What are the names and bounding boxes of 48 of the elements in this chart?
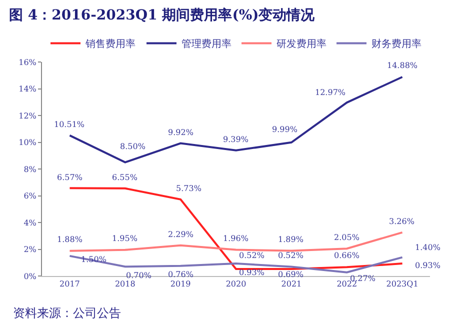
- data-label: 0.52%: [278, 251, 304, 260]
- data-label: 10.51%: [54, 120, 85, 129]
- data-label: 0.66%: [334, 251, 360, 260]
- legend-label: 研发费用率: [276, 38, 326, 50]
- data-label: 0.76%: [168, 270, 194, 279]
- chart-title: 图 4：2016-2023Q1 期间费用率(%)变动情况: [9, 6, 316, 24]
- data-label: 6.57%: [57, 173, 83, 182]
- data-label: 0.93%: [239, 268, 265, 277]
- data-label: 9.92%: [168, 128, 194, 137]
- data-label: 0.69%: [278, 270, 304, 279]
- y-tick-label: 4%: [24, 218, 37, 228]
- data-label: 3.26%: [389, 217, 415, 226]
- data-label: 0.93%: [415, 261, 441, 270]
- data-label: 1.40%: [415, 243, 441, 252]
- legend-label: 管理费用率: [182, 38, 232, 50]
- x-tick-label: 2022: [336, 280, 358, 289]
- legend-label: 财务费用率: [372, 38, 422, 50]
- data-label: 1.96%: [223, 234, 249, 243]
- y-tick-label: 2%: [24, 245, 37, 254]
- y-tick-label: 14%: [18, 84, 37, 94]
- x-tick-label: 2020: [226, 280, 246, 289]
- y-tick-label: 8%: [24, 164, 37, 174]
- data-label: 5.73%: [176, 184, 202, 193]
- text: 资料来源：公司公告: [13, 306, 121, 320]
- y-tick-label: 0%: [24, 272, 37, 281]
- y-tick-label: 16%: [18, 58, 37, 67]
- data-label: 14.88%: [387, 61, 418, 70]
- data-label: 0.52%: [239, 251, 265, 260]
- data-label: 2.29%: [168, 230, 194, 239]
- legend-label: 销售费用率: [84, 38, 136, 50]
- y-tick-label: 12%: [18, 111, 37, 120]
- x-tick-label: 2019: [170, 280, 191, 289]
- data-label: 9.39%: [223, 135, 249, 144]
- x-tick-label: 2021: [281, 280, 302, 289]
- x-tick-label: 2017: [60, 280, 80, 289]
- data-label: 2.05%: [334, 233, 360, 242]
- y-tick-label: 10%: [18, 138, 37, 148]
- data-label: 1.95%: [112, 234, 138, 243]
- x-tick-label: 2023Q1: [386, 280, 418, 289]
- data-label: 9.99%: [272, 125, 298, 134]
- data-label: 6.55%: [112, 173, 138, 182]
- x-tick-label: 2018: [114, 280, 136, 289]
- y-tick-label: 6%: [24, 192, 37, 201]
- data-label: 1.89%: [278, 235, 304, 244]
- data-label: 1.88%: [57, 235, 83, 244]
- data-label: 0.70%: [126, 271, 152, 280]
- data-label: 8.50%: [120, 142, 146, 151]
- data-label: 12.97%: [315, 88, 346, 97]
